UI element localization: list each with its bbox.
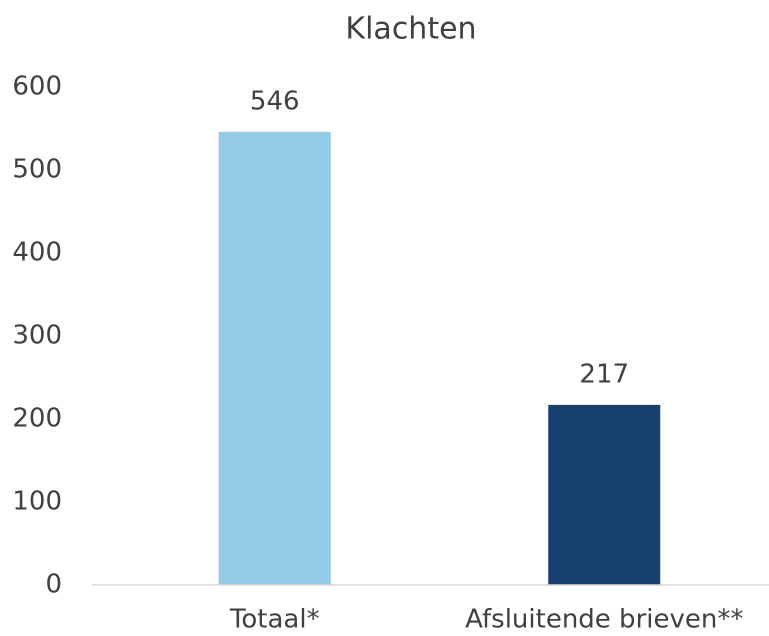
x-tick-label: Afsluitende brieven**	[465, 605, 743, 635]
x-tick-label: Totaal*	[229, 605, 320, 635]
y-tick-label: 400	[12, 238, 62, 268]
y-tick-label: 500	[12, 155, 62, 185]
bar	[548, 404, 661, 585]
y-tick-label: 300	[12, 321, 62, 351]
chart-title: Klachten	[345, 12, 476, 47]
y-tick-label: 600	[12, 72, 62, 102]
y-tick-label: 0	[45, 570, 62, 600]
y-tick-label: 200	[12, 404, 62, 434]
bar	[218, 131, 331, 585]
data-label: 217	[579, 359, 629, 389]
data-label: 546	[250, 86, 300, 116]
y-tick-label: 100	[12, 487, 62, 517]
